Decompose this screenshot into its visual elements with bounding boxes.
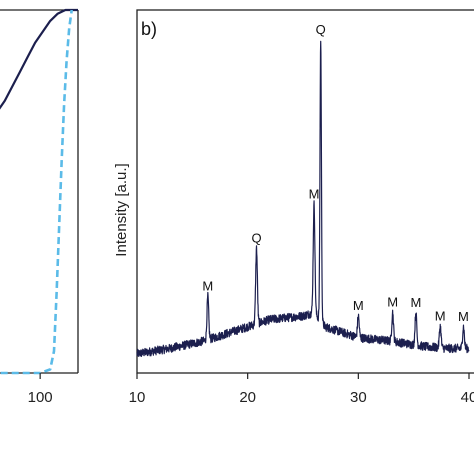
panel-a-x-tick-label: 100 (28, 389, 53, 406)
panel-a-series-solid-line (0, 8, 78, 110)
panel-b-peak-label: M (387, 295, 398, 310)
panel-b-peak-label: M (410, 295, 421, 310)
panel-b-frame (136, 9, 474, 374)
panel-b-peak-label: M (458, 309, 469, 324)
panel-b-peak-label: M (309, 186, 320, 201)
panel-b-peak-label: Q (251, 230, 261, 245)
panel-b-x-tick-label: 40 (461, 389, 474, 406)
panel-b-x-tick-label: 20 (239, 389, 256, 406)
panel-a-ticks: 100 (28, 373, 53, 406)
panel-b-ticks: 10 20 30 40 (129, 373, 474, 406)
panel-b-peak-label: Q (316, 22, 326, 37)
panel-b-x-tick-label: 30 (350, 389, 367, 406)
panel-a-chart: 100 (0, 8, 79, 406)
panel-a-series (0, 8, 78, 375)
panel-b-series (136, 40, 470, 358)
panel-b-label: b) (141, 19, 157, 39)
panel-b-ylabel: Intensity [a.u.] (113, 163, 130, 256)
panel-a-series-dashed-line (0, 9, 73, 375)
panel-b-peak-label: M (353, 298, 364, 313)
panel-b-x-tick-label: 10 (129, 389, 146, 406)
panel-b-peak-label: M (202, 279, 213, 294)
panel-b-peak-label: M (435, 308, 446, 323)
panel-b-xrd-pattern-line (136, 40, 470, 358)
